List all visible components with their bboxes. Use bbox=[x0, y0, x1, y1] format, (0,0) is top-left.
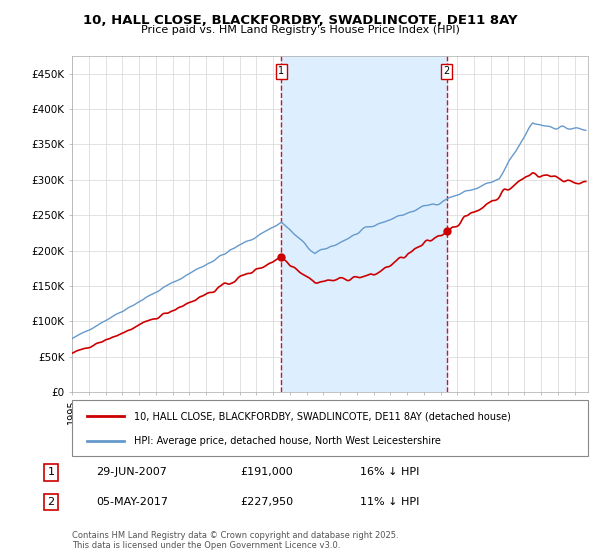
Text: 10, HALL CLOSE, BLACKFORDBY, SWADLINCOTE, DE11 8AY: 10, HALL CLOSE, BLACKFORDBY, SWADLINCOTE… bbox=[83, 14, 517, 27]
Text: 29-JUN-2007: 29-JUN-2007 bbox=[96, 468, 167, 478]
Text: Price paid vs. HM Land Registry's House Price Index (HPI): Price paid vs. HM Land Registry's House … bbox=[140, 25, 460, 35]
Text: 1: 1 bbox=[47, 468, 55, 478]
Text: 2: 2 bbox=[443, 66, 450, 76]
Bar bbox=[281, 56, 447, 392]
Text: 05-MAY-2017: 05-MAY-2017 bbox=[96, 497, 168, 507]
Text: 10, HALL CLOSE, BLACKFORDBY, SWADLINCOTE, DE11 8AY (detached house): 10, HALL CLOSE, BLACKFORDBY, SWADLINCOTE… bbox=[134, 411, 511, 421]
Text: £227,950: £227,950 bbox=[240, 497, 293, 507]
Text: £191,000: £191,000 bbox=[240, 468, 293, 478]
Text: Contains HM Land Registry data © Crown copyright and database right 2025.
This d: Contains HM Land Registry data © Crown c… bbox=[72, 530, 398, 550]
Text: 11% ↓ HPI: 11% ↓ HPI bbox=[360, 497, 419, 507]
Text: 1: 1 bbox=[278, 66, 284, 76]
FancyBboxPatch shape bbox=[72, 400, 588, 456]
Text: 16% ↓ HPI: 16% ↓ HPI bbox=[360, 468, 419, 478]
Text: 2: 2 bbox=[47, 497, 55, 507]
Text: HPI: Average price, detached house, North West Leicestershire: HPI: Average price, detached house, Nort… bbox=[134, 436, 441, 446]
